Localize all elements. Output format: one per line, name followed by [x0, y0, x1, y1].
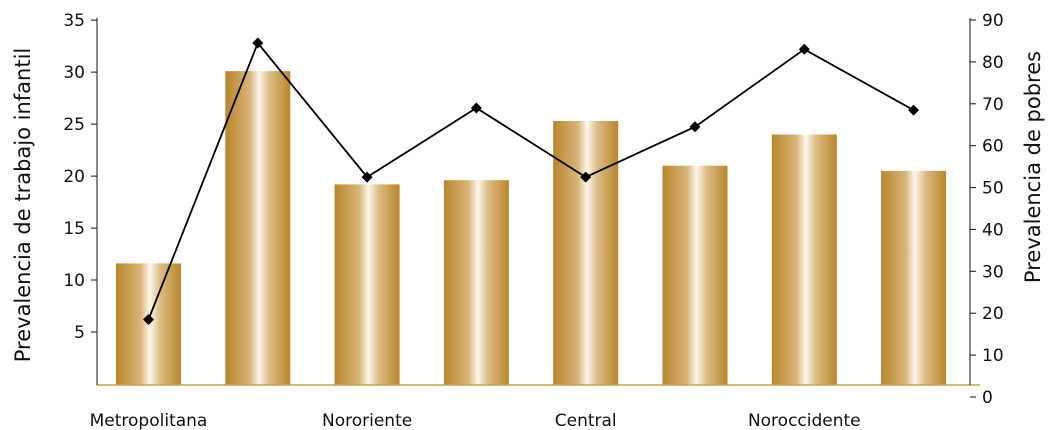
- y-left-tick-label: 5: [74, 323, 85, 343]
- line-point-marker: [689, 121, 701, 133]
- line-point-marker: [252, 37, 264, 49]
- line-point-marker: [361, 171, 373, 183]
- line-point-marker: [798, 43, 810, 55]
- bar: [553, 121, 619, 385]
- bar: [334, 184, 400, 385]
- y-left-tick-label: 30: [63, 63, 85, 83]
- x-category-label: Metropolitana: [90, 411, 208, 430]
- y-left-tick-label: 20: [63, 167, 85, 187]
- bar: [225, 71, 291, 385]
- y-right-tick-label: 70: [982, 95, 1004, 115]
- y-right-tick-label: 0: [982, 388, 993, 408]
- y-right-tick-label: 20: [982, 304, 1004, 324]
- line-point-marker: [470, 102, 482, 114]
- y-right-tick-label: 40: [982, 220, 1004, 240]
- x-category-label: Nororiente: [322, 411, 412, 430]
- poverty-line: [147, 41, 915, 320]
- y-right-tick-label: 90: [982, 11, 1004, 31]
- y-axis-left-title: Prevalencia de trabajo infantil: [11, 48, 35, 363]
- bar: [771, 134, 837, 385]
- line-point-marker: [143, 314, 154, 325]
- line-point-marker: [580, 171, 592, 183]
- y-left-tick-label: 35: [63, 11, 85, 31]
- y-left-tick-label: 15: [63, 219, 85, 239]
- bar: [881, 170, 947, 385]
- y-left-tick-label: 10: [63, 271, 85, 291]
- line-series: [143, 37, 920, 325]
- y-right-tick-label: 10: [982, 346, 1004, 366]
- y-right-tick-label: 80: [982, 53, 1004, 73]
- y-right-tick-label: 30: [982, 262, 1004, 282]
- bar: [443, 180, 509, 385]
- y-right-tick-label: 60: [982, 137, 1004, 157]
- labels: Prevalencia de trabajo infantil Prevalen…: [11, 48, 1045, 363]
- y-axis-right-title: Prevalencia de pobres: [1021, 51, 1045, 283]
- x-category-label: Noroccidente: [748, 411, 861, 430]
- y-right-tick-label: 50: [982, 179, 1004, 199]
- y-left-tick-label: 25: [63, 115, 85, 135]
- bar: [662, 165, 728, 385]
- axes: 5 10 15 20 25 30 35 0 10 20 30 40 50 60 70 80 90 Metropol…: [63, 11, 1003, 430]
- bar-series: [116, 71, 947, 385]
- x-category-label: Central: [555, 411, 617, 430]
- line-point-marker: [908, 104, 920, 116]
